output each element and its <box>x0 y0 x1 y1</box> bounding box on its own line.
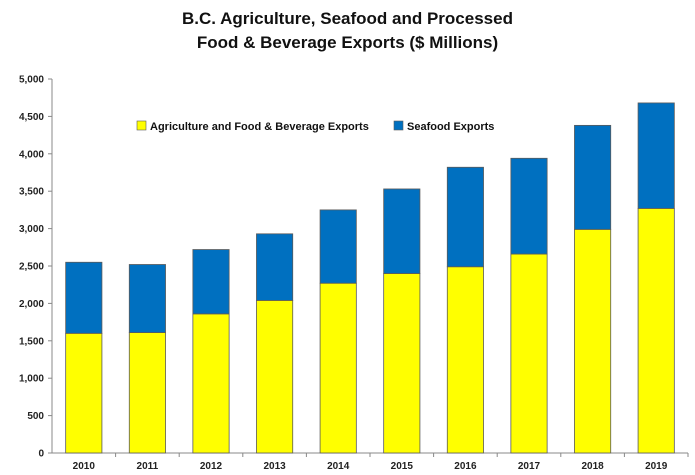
chart-title-line2: Food & Beverage Exports ($ Millions) <box>196 33 499 52</box>
y-tick-label: 500 <box>27 411 44 422</box>
bar-seafood-2015 <box>383 188 421 274</box>
bar-seafood-2010 <box>65 261 103 334</box>
x-tick-label: 2015 <box>391 461 414 472</box>
bar-seafood-2019 <box>637 102 675 209</box>
bar-agri-food-bev-2016 <box>446 266 484 454</box>
bar-agri-food-bev-2011 <box>128 332 166 454</box>
bar-seafood-2012 <box>192 249 230 315</box>
bar-agri-food-bev-2018 <box>574 228 612 454</box>
x-tick-label: 2011 <box>137 461 159 472</box>
bar-agri-food-bev-2012 <box>192 313 230 454</box>
y-tick-label: 1,500 <box>19 336 44 347</box>
bar-seafood-2013 <box>256 233 294 301</box>
legend-label-seafood: Seafood Exports <box>407 121 494 133</box>
bar-seafood-2014 <box>319 209 357 284</box>
x-tick-label: 2018 <box>581 461 604 472</box>
y-tick-label: 3,500 <box>19 187 44 198</box>
y-tick-label: 2,000 <box>19 299 44 310</box>
y-tick-label: 0 <box>38 449 44 460</box>
bar-agri-food-bev-2010 <box>65 332 103 454</box>
bar-seafood-2018 <box>574 124 612 230</box>
bar-seafood-2016 <box>446 166 484 268</box>
bar-agri-food-bev-2013 <box>256 300 294 454</box>
x-tick-label: 2019 <box>645 461 668 472</box>
bar-agri-food-bev-2014 <box>319 282 357 454</box>
bar-seafood-2011 <box>128 264 166 333</box>
x-tick-label: 2014 <box>327 461 350 472</box>
y-tick-label: 2,500 <box>19 262 44 273</box>
legend-label-agri-food-bev: Agriculture and Food & Beverage Exports <box>150 121 369 133</box>
y-tick-label: 3,000 <box>19 224 44 235</box>
x-tick-label: 2010 <box>73 461 96 472</box>
bar-agri-food-bev-2015 <box>383 273 421 454</box>
y-tick-label: 5,000 <box>19 75 44 86</box>
legend-swatch-agri-food-bev <box>136 120 147 131</box>
y-tick-label: 4,500 <box>19 112 44 123</box>
bar-seafood-2017 <box>510 157 548 255</box>
x-tick-label: 2013 <box>263 461 286 472</box>
x-tick-label: 2016 <box>454 461 477 472</box>
legend-swatch-seafood <box>393 120 404 131</box>
x-tick-label: 2012 <box>200 461 223 472</box>
x-tick-label: 2017 <box>518 461 541 472</box>
y-tick-label: 4,000 <box>19 149 44 160</box>
chart-title-line1: B.C. Agriculture, Seafood and Processed <box>182 9 513 28</box>
y-tick-label: 1,000 <box>19 374 44 385</box>
bar-agri-food-bev-2019 <box>637 208 675 454</box>
bar-agri-food-bev-2017 <box>510 253 548 454</box>
